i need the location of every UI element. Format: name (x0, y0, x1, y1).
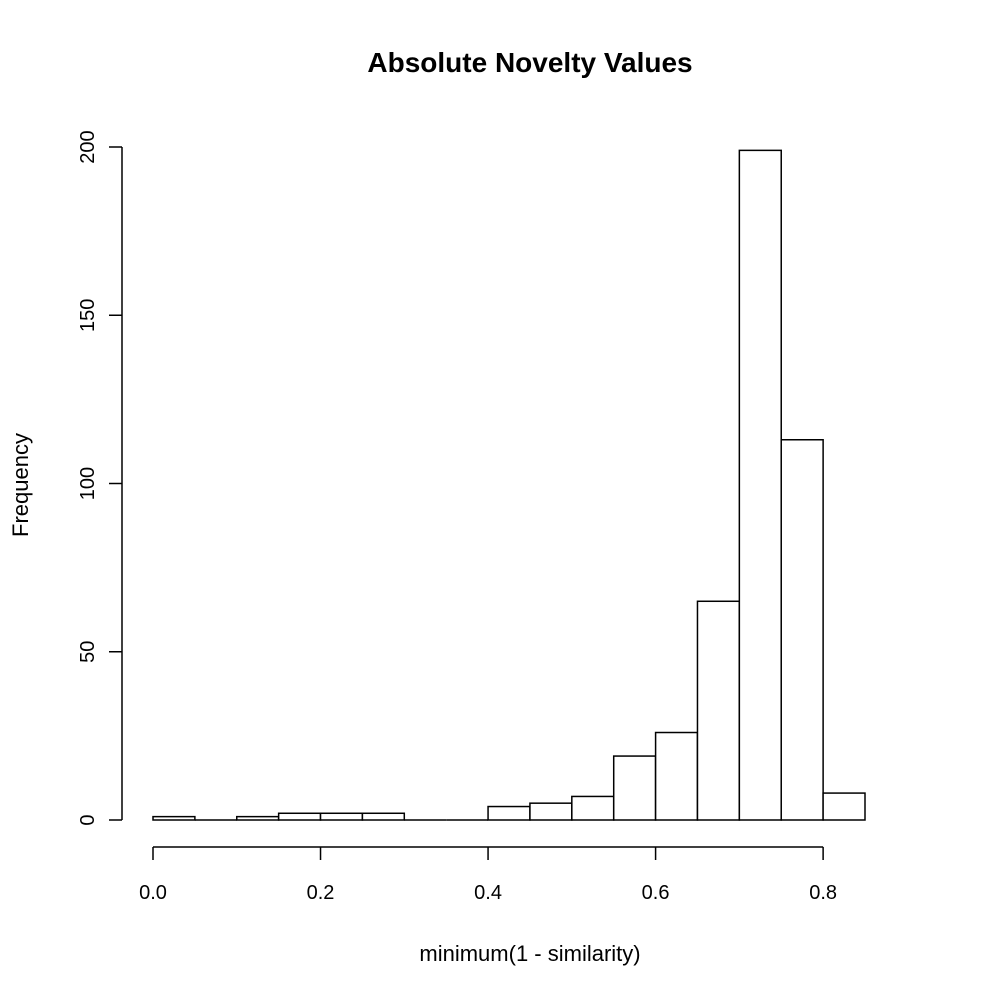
histogram-bar-3 (277, 812, 322, 821)
histogram-bar-4 (319, 812, 364, 821)
histogram-bar-15 (780, 439, 824, 821)
histogram-bar-11 (612, 755, 657, 821)
x-tick-label: 0.8 (809, 882, 837, 904)
x-tick-label: 0.2 (307, 882, 335, 904)
y-tick-label: 0 (77, 814, 99, 825)
y-tick-label: 150 (77, 299, 99, 332)
histogram-bar-0 (152, 815, 196, 821)
y-axis: 0 50 100 150 200 (77, 130, 123, 826)
histogram-bar-12 (654, 731, 699, 821)
histogram-bar-14 (738, 149, 782, 821)
chart-title: Absolute Novelty Values (367, 47, 692, 78)
x-tick-label: 0.0 (139, 882, 167, 904)
histogram-bar-5 (361, 812, 406, 821)
x-axis-label: minimum(1 - similarity) (419, 941, 640, 966)
histogram-bar-8 (487, 805, 531, 821)
histogram-bar-13 (696, 600, 741, 821)
y-axis-label: Frequency (8, 433, 33, 537)
y-tick-label: 50 (77, 641, 99, 663)
histogram-bar-9 (529, 802, 573, 821)
bars-group (152, 149, 866, 821)
x-tick-label: 0.4 (474, 882, 502, 904)
histogram-bar-2 (236, 815, 280, 821)
histogram-bar-16 (822, 792, 866, 821)
y-tick-label: 100 (77, 467, 99, 500)
x-tick-label: 0.6 (642, 882, 670, 904)
y-tick-label: 200 (77, 130, 99, 163)
x-axis: 0.0 0.2 0.4 0.6 0.8 (139, 846, 837, 904)
histogram-bar-10 (571, 795, 615, 821)
